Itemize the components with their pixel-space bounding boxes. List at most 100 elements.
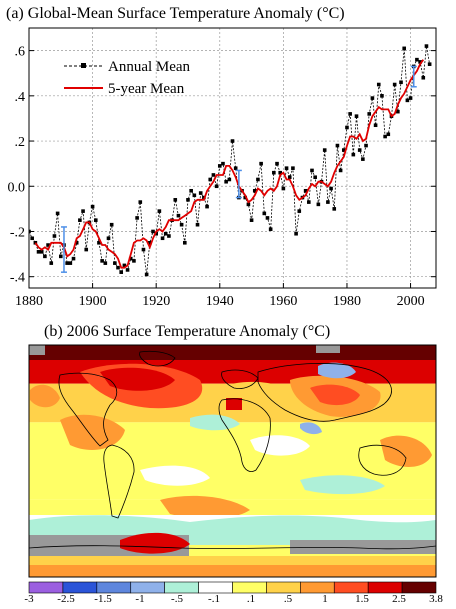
annual-mean-point <box>49 261 54 265</box>
x-tick-label: 1920 <box>142 294 170 309</box>
colorbar-tick-label: 3.8 <box>429 593 443 604</box>
annual-mean-point <box>208 177 213 182</box>
annual-mean-point <box>341 148 346 152</box>
annual-mean-point <box>135 216 139 220</box>
annual-mean-point <box>272 170 276 175</box>
annual-mean-point <box>71 256 76 261</box>
region-anomaly <box>190 414 240 431</box>
annual-mean-point <box>329 186 333 191</box>
region-anomaly <box>100 367 175 391</box>
annual-mean-point <box>297 209 302 213</box>
annual-mean-point <box>183 240 187 245</box>
zone-band <box>29 461 436 500</box>
annual-mean-point <box>106 236 111 241</box>
colorbar-tick-label: -3 <box>24 593 34 604</box>
annual-mean-point <box>93 218 98 222</box>
annual-mean-point <box>421 75 426 80</box>
annual-mean-point <box>259 161 263 166</box>
annual-mean-point <box>167 234 171 238</box>
series-annual-mean <box>29 44 432 277</box>
annual-mean-point <box>345 125 349 130</box>
annual-mean-point <box>335 143 340 148</box>
coast-north-america <box>58 372 118 447</box>
region-anomaly <box>250 435 310 456</box>
y-tick-label: -.2 <box>10 225 25 240</box>
annual-mean-point <box>227 177 232 182</box>
annual-mean-point <box>160 236 165 241</box>
annual-mean-point <box>148 240 152 245</box>
colorbar-segment <box>198 581 233 594</box>
annual-mean-point <box>90 204 95 209</box>
legend-annual-marker <box>81 63 86 68</box>
annual-mean-point <box>122 263 127 268</box>
colorbar-segment <box>96 581 132 594</box>
annual-mean-point <box>361 157 365 161</box>
y-tick-label: 0.0 <box>8 180 26 195</box>
colorbar-segment <box>367 581 403 594</box>
annual-mean-point <box>310 168 314 173</box>
annual-mean-point <box>262 211 267 216</box>
annual-mean-point <box>119 270 124 274</box>
region-anomaly <box>60 414 125 450</box>
annual-mean-point <box>246 202 251 207</box>
annual-mean-point <box>307 200 311 204</box>
annual-mean-point <box>173 198 178 202</box>
chart-a-title: (a) Global-Mean Surface Temperature Anom… <box>6 5 345 22</box>
colorbar-tick-label: -.1 <box>208 593 220 604</box>
annual-mean-point <box>284 166 289 170</box>
y-tick-label: -.4 <box>10 271 25 286</box>
annual-mean-point <box>418 60 422 64</box>
series-5-year-mean <box>34 59 425 269</box>
annual-mean-point <box>386 132 391 137</box>
colorbar-segment <box>232 581 267 594</box>
annual-mean-point <box>351 152 356 157</box>
chart-a-x-tick-labels: 1880 1900 1920 1940 1960 1980 2000 <box>15 294 425 309</box>
colorbar-tick-label: 2.5 <box>392 593 406 604</box>
annual-mean-point <box>132 259 136 263</box>
annual-mean-point <box>252 188 257 193</box>
legend-annual-label: Annual Mean <box>108 59 191 75</box>
coast-europe <box>221 369 259 389</box>
colorbar-tick-label: 1 <box>322 593 328 604</box>
colorbar-segment <box>333 581 369 594</box>
annual-mean-point <box>275 161 279 166</box>
chart-a-gridlines <box>28 28 436 288</box>
annual-mean-point <box>332 207 337 211</box>
colorbar-tick-label: -1 <box>135 593 144 604</box>
annual-mean-point <box>243 195 248 200</box>
annual-mean-point <box>125 268 130 272</box>
antarctic-anomaly <box>29 565 436 577</box>
annual-mean-point <box>113 261 117 265</box>
annual-mean-point <box>43 254 47 259</box>
annual-mean-point <box>74 240 79 245</box>
annual-mean-point <box>195 222 200 227</box>
annual-mean-point <box>357 148 362 152</box>
annual-mean-point <box>294 231 298 236</box>
colorbar <box>28 581 437 594</box>
annual-mean-point <box>313 175 317 180</box>
annual-mean-point <box>97 240 101 245</box>
annual-mean-point <box>249 218 254 222</box>
region-anomaly <box>300 475 385 495</box>
annual-mean-point <box>100 259 104 263</box>
legend-smooth-label: 5-year Mean <box>108 81 185 97</box>
region-anomaly <box>160 495 250 519</box>
annual-mean-point <box>402 46 407 51</box>
annual-mean-point <box>316 202 321 207</box>
annual-mean-point <box>392 82 397 87</box>
colorbar-tick-labels: -3 -2.5 -1.5 -1 -.5 -.1 .1 .5 1 1.5 2.5 3.8 <box>24 593 443 605</box>
colorbar-segment <box>62 581 98 594</box>
annual-mean-point <box>230 139 235 143</box>
x-tick-label: 1940 <box>206 294 234 309</box>
annual-mean-point <box>84 247 89 252</box>
annual-mean-point <box>189 188 193 193</box>
annual-mean-point <box>354 114 359 118</box>
x-tick-label: 1900 <box>79 294 107 309</box>
x-tick-label: 1960 <box>269 294 297 309</box>
annual-mean-point <box>370 96 375 100</box>
y-tick-label: .4 <box>15 90 26 105</box>
annual-mean-point <box>364 143 368 148</box>
coast-south-america <box>103 444 135 519</box>
annual-mean-point <box>338 168 343 173</box>
